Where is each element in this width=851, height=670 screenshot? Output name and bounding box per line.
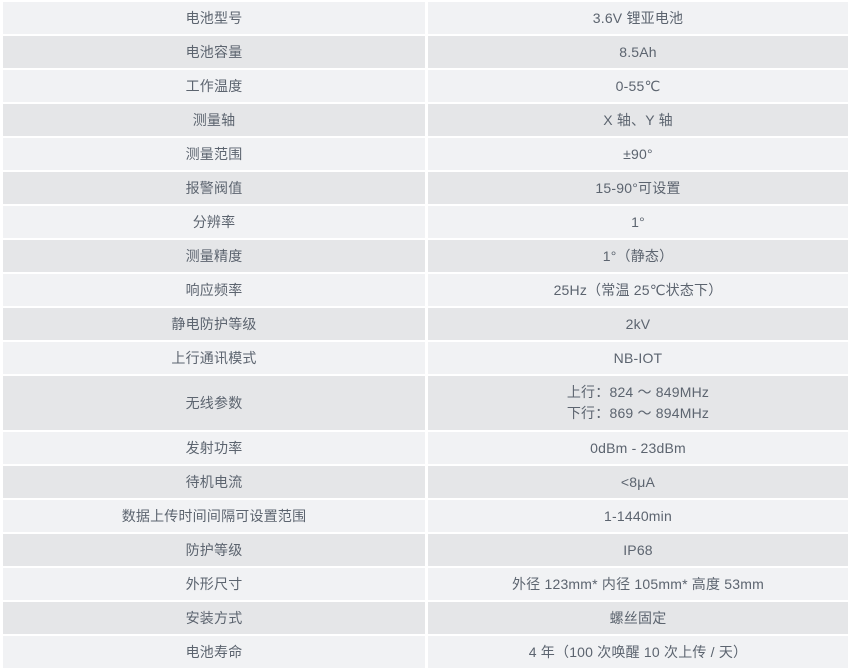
spec-value: X 轴、Y 轴: [603, 111, 673, 128]
table-row: 外形尺寸 外径 123mm* 内径 105mm* 高度 53mm: [3, 568, 848, 600]
table-row: 数据上传时间间隔可设置范围 1-1440min: [3, 500, 848, 532]
spec-label-cell: 无线参数: [3, 376, 425, 430]
spec-label-cell: 电池容量: [3, 36, 425, 68]
spec-value: 2kV: [625, 315, 651, 332]
spec-value-cell: 0dBm - 23dBm: [428, 432, 848, 464]
spec-label-cell: 发射功率: [3, 432, 425, 464]
table-row: 电池寿命 4 年（100 次唤醒 10 次上传 / 天）: [3, 636, 848, 668]
spec-value: NB-IOT: [613, 349, 663, 366]
spec-value-cell: 8.5Ah: [428, 36, 848, 68]
spec-value-cell: NB-IOT: [428, 342, 848, 374]
spec-value: 8.5Ah: [619, 43, 657, 60]
spec-label: 电池容量: [185, 43, 243, 60]
spec-label-cell: 待机电流: [3, 466, 425, 498]
spec-label-cell: 电池寿命: [3, 636, 425, 668]
spec-label: 电池型号: [185, 9, 243, 26]
spec-value-cell: 外径 123mm* 内径 105mm* 高度 53mm: [428, 568, 848, 600]
table-row: 分辨率 1°: [3, 206, 848, 238]
spec-label: 工作温度: [185, 77, 243, 94]
spec-value: 3.6V 锂亚电池: [592, 9, 684, 26]
spec-value: 1-1440min: [604, 507, 672, 524]
spec-label: 无线参数: [185, 394, 243, 411]
spec-label-cell: 防护等级: [3, 534, 425, 566]
table-row: 测量范围 ±90°: [3, 138, 848, 170]
table-row: 测量轴 X 轴、Y 轴: [3, 104, 848, 136]
spec-value-cell: 15-90°可设置: [428, 172, 848, 204]
spec-label-cell: 静电防护等级: [3, 308, 425, 340]
spec-value-cell: ±90°: [428, 138, 848, 170]
table-row: 电池型号 3.6V 锂亚电池: [3, 2, 848, 34]
table-row: 安装方式 螺丝固定: [3, 602, 848, 634]
spec-label-cell: 数据上传时间间隔可设置范围: [3, 500, 425, 532]
spec-label: 测量范围: [185, 145, 243, 162]
table-row: 响应频率 25Hz（常温 25℃状态下）: [3, 274, 848, 306]
spec-table-body: 电池型号 3.6V 锂亚电池 电池容量 8.5Ah 工作温度 0-55℃ 测量轴…: [3, 2, 848, 668]
spec-value-cell: 0-55℃: [428, 70, 848, 102]
spec-label: 发射功率: [185, 439, 243, 456]
spec-value: 0-55℃: [615, 77, 661, 94]
spec-value: 15-90°可设置: [595, 179, 681, 196]
spec-value-line1: 上行：824 ～ 849MHz: [566, 384, 710, 400]
table-row: 工作温度 0-55℃: [3, 70, 848, 102]
spec-label: 安装方式: [185, 609, 243, 626]
table-row: 发射功率 0dBm - 23dBm: [3, 432, 848, 464]
spec-label-cell: 工作温度: [3, 70, 425, 102]
spec-label: 测量精度: [185, 247, 243, 264]
spec-label-cell: 外形尺寸: [3, 568, 425, 600]
spec-value-cell: 3.6V 锂亚电池: [428, 2, 848, 34]
spec-label: 待机电流: [185, 473, 243, 490]
spec-value-cell: 2kV: [428, 308, 848, 340]
spec-label-cell: 电池型号: [3, 2, 425, 34]
table-row: 无线参数 上行：824 ～ 849MHz 下行：869 ～ 894MHz: [3, 376, 848, 430]
spec-value-cell: 4 年（100 次唤醒 10 次上传 / 天）: [428, 636, 848, 668]
spec-label-cell: 分辨率: [3, 206, 425, 238]
spec-value-cell: X 轴、Y 轴: [428, 104, 848, 136]
table-row: 待机电流 <8μA: [3, 466, 848, 498]
spec-value-cell: 螺丝固定: [428, 602, 848, 634]
spec-value-line2: 下行：869 ～ 894MHz: [566, 405, 710, 421]
spec-value-cell: 1-1440min: [428, 500, 848, 532]
spec-label: 外形尺寸: [185, 575, 243, 592]
spec-label-cell: 测量范围: [3, 138, 425, 170]
table-row: 报警阀值 15-90°可设置: [3, 172, 848, 204]
spec-label: 静电防护等级: [171, 315, 257, 332]
spec-value: 25Hz（常温 25℃状态下）: [553, 281, 723, 298]
spec-label-cell: 报警阀值: [3, 172, 425, 204]
spec-label-cell: 响应频率: [3, 274, 425, 306]
spec-label: 电池寿命: [185, 643, 243, 660]
spec-label: 响应频率: [185, 281, 243, 298]
table-row: 测量精度 1°（静态）: [3, 240, 848, 272]
spec-value: IP68: [623, 541, 653, 558]
spec-value-cell: 1°: [428, 206, 848, 238]
spec-label: 数据上传时间间隔可设置范围: [121, 507, 307, 524]
table-row: 静电防护等级 2kV: [3, 308, 848, 340]
spec-value: 0dBm - 23dBm: [590, 439, 686, 456]
spec-value: <8μA: [620, 473, 656, 490]
spec-value-cell: 上行：824 ～ 849MHz 下行：869 ～ 894MHz: [428, 376, 848, 430]
spec-label-cell: 安装方式: [3, 602, 425, 634]
table-row: 防护等级 IP68: [3, 534, 848, 566]
spec-value-cell: IP68: [428, 534, 848, 566]
spec-value: 1°（静态）: [602, 247, 674, 264]
spec-value: 螺丝固定: [609, 609, 667, 626]
spec-value-cell: <8μA: [428, 466, 848, 498]
spec-value-cell: 25Hz（常温 25℃状态下）: [428, 274, 848, 306]
spec-value: 4 年（100 次唤醒 10 次上传 / 天）: [528, 643, 748, 660]
spec-label-cell: 上行通讯模式: [3, 342, 425, 374]
spec-value: ±90°: [623, 145, 653, 162]
table-row: 上行通讯模式 NB-IOT: [3, 342, 848, 374]
spec-label: 分辨率: [192, 213, 236, 230]
spec-label: 防护等级: [185, 541, 243, 558]
spec-label-cell: 测量精度: [3, 240, 425, 272]
spec-label-cell: 测量轴: [3, 104, 425, 136]
spec-value-cell: 1°（静态）: [428, 240, 848, 272]
table-row: 电池容量 8.5Ah: [3, 36, 848, 68]
spec-value: 外径 123mm* 内径 105mm* 高度 53mm: [511, 575, 764, 592]
spec-label: 报警阀值: [185, 179, 243, 196]
spec-value: 1°: [631, 213, 645, 230]
spec-label: 上行通讯模式: [171, 349, 257, 366]
spec-label: 测量轴: [192, 111, 236, 128]
